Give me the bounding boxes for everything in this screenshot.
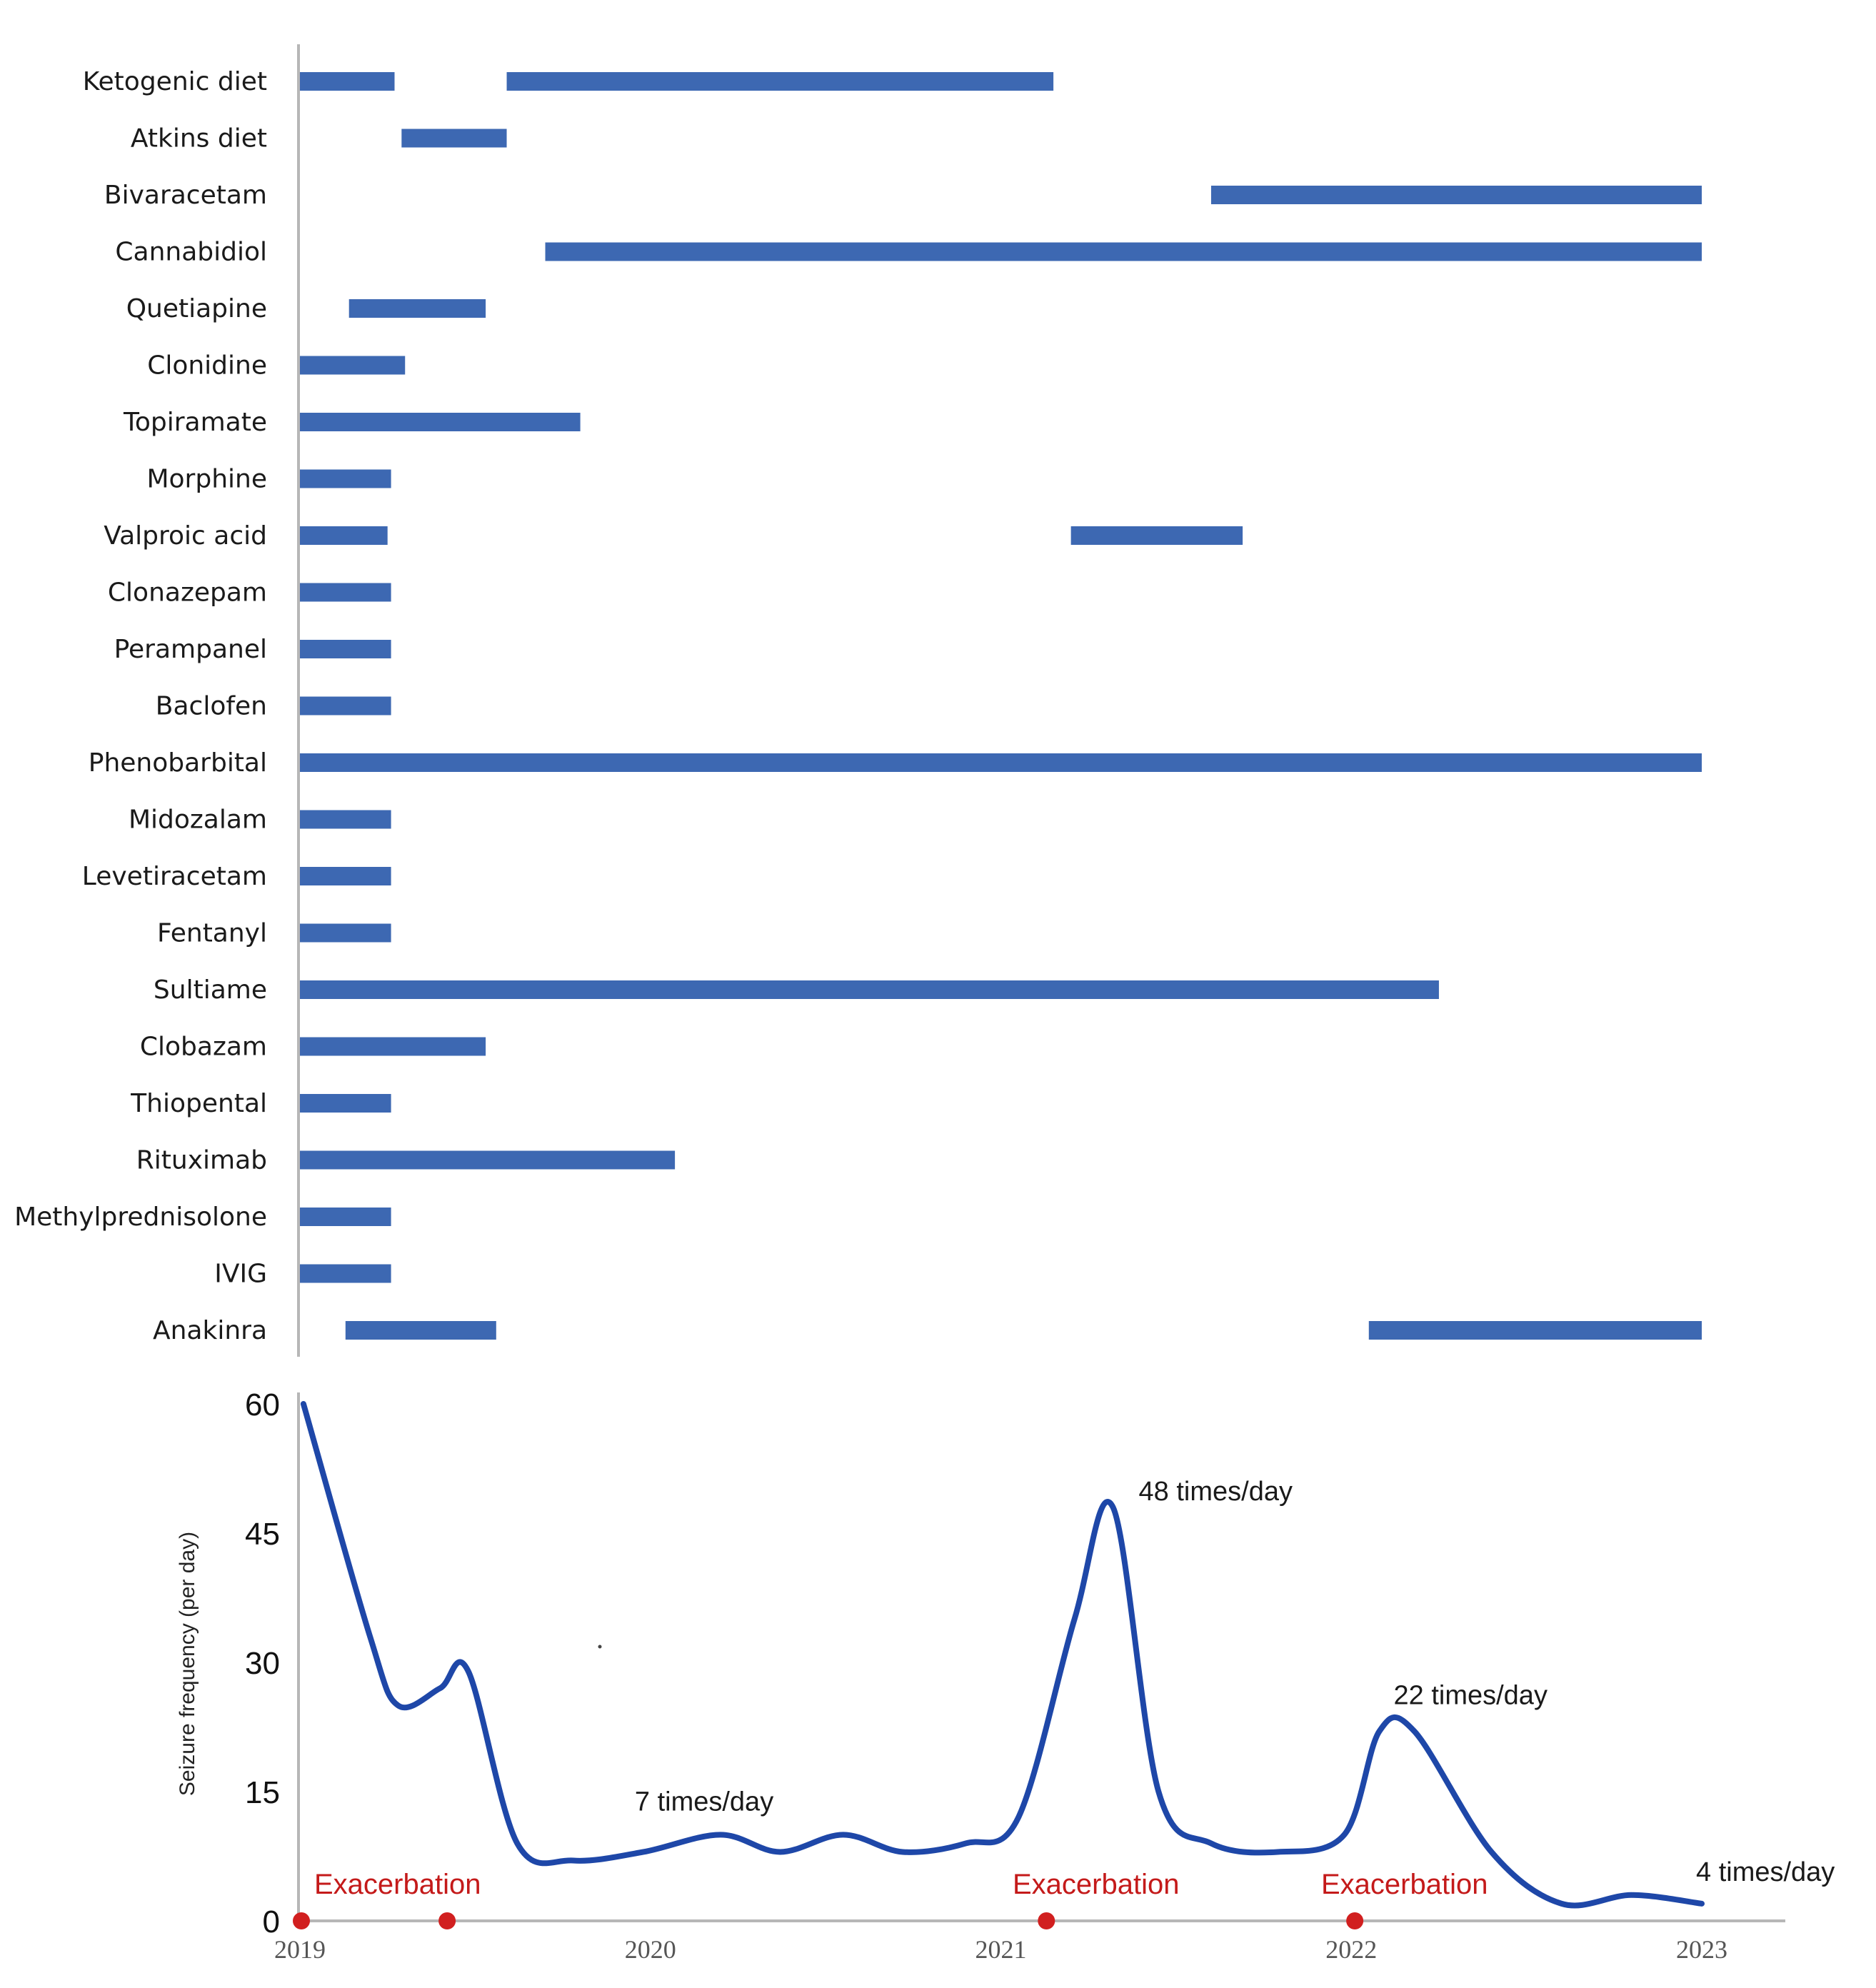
annotation-48-times-day: 48 times/day bbox=[1139, 1477, 1293, 1507]
drug-label-baclofen: Baclofen bbox=[156, 692, 267, 721]
drug-label-ketogenic-diet: Ketogenic diet bbox=[83, 67, 267, 96]
drug-label-anakinra: Anakinra bbox=[153, 1316, 267, 1345]
drug-label-clonazepam: Clonazepam bbox=[108, 578, 267, 608]
bar-levetiracetam bbox=[300, 867, 391, 885]
drug-label-levetiracetam: Levetiracetam bbox=[82, 862, 267, 891]
drug-label-perampanel: Perampanel bbox=[114, 635, 267, 664]
drug-label-morphine: Morphine bbox=[146, 465, 267, 494]
y-tick-0: 0 bbox=[263, 1904, 280, 1939]
bar-topiramate bbox=[300, 413, 581, 431]
exacerbation-marker-3 bbox=[1038, 1912, 1055, 1929]
exacerbation-label-1: Exacerbation bbox=[314, 1869, 481, 1900]
bar-clonazepam bbox=[300, 583, 391, 602]
bar-fentanyl bbox=[300, 923, 391, 943]
drug-label-topiramate: Topiramate bbox=[123, 408, 267, 437]
drug-label-clonidine: Clonidine bbox=[147, 351, 267, 381]
drug-label-cannabidiol: Cannabidiol bbox=[115, 238, 267, 267]
drug-label-phenobarbital: Phenobarbital bbox=[89, 748, 267, 778]
x-tick-2021: 2021 bbox=[975, 1935, 1027, 1964]
exacerbation-events: Exacerbation Exacerbation Exacerbation bbox=[293, 1869, 1488, 1929]
annotation-22-times-day: 22 times/day bbox=[1394, 1681, 1548, 1711]
seizure-line-chart: Seizure frequency (per day) 0 15 30 45 60 20… bbox=[176, 1387, 1835, 1964]
drug-label-fentanyl: Fentanyl bbox=[157, 919, 267, 948]
bar-ketogenic-diet-1 bbox=[300, 72, 395, 91]
drug-label-clobazam: Clobazam bbox=[140, 1033, 267, 1062]
annotation-7-times-day: 7 times/day bbox=[635, 1787, 773, 1817]
y-tick-labels: 0 15 30 45 60 bbox=[245, 1387, 280, 1939]
drug-label-midozalam: Midozalam bbox=[129, 805, 267, 835]
bar-valproic-acid-1 bbox=[300, 526, 388, 545]
bar-rituximab bbox=[300, 1150, 676, 1170]
treatment-bars bbox=[300, 72, 1702, 1340]
bar-cannabidiol bbox=[545, 242, 1702, 261]
y-tick-15: 15 bbox=[245, 1775, 280, 1810]
bar-ketogenic-diet-2 bbox=[506, 72, 1054, 91]
gantt-chart: Ketogenic diet Atkins diet Bivaracetam Cann… bbox=[14, 44, 1702, 1357]
exacerbation-marker-1 bbox=[293, 1912, 310, 1929]
drug-label-sultiame: Sultiame bbox=[154, 975, 267, 1005]
bar-thiopental bbox=[300, 1094, 391, 1113]
bar-clobazam bbox=[300, 1037, 486, 1056]
drug-label-valproic-acid: Valproic acid bbox=[104, 521, 267, 551]
y-tick-30: 30 bbox=[245, 1646, 280, 1681]
drug-label-ivig: IVIG bbox=[214, 1260, 267, 1289]
drug-label-atkins-diet: Atkins diet bbox=[131, 124, 267, 154]
x-tick-2022: 2022 bbox=[1325, 1935, 1377, 1964]
drug-label-bivaracetam: Bivaracetam bbox=[104, 181, 267, 210]
bar-anakinra-1 bbox=[345, 1321, 496, 1340]
bar-midozalam bbox=[300, 810, 391, 829]
seizure-frequency-line bbox=[300, 1401, 1705, 1909]
frequency-annotations: 7 times/day 48 times/day 22 times/day 4 tim… bbox=[635, 1477, 1835, 1887]
bar-valproic-acid-2 bbox=[1070, 526, 1243, 545]
seizure-series bbox=[300, 1401, 1705, 1909]
bar-perampanel bbox=[300, 640, 391, 658]
y-tick-45: 45 bbox=[245, 1517, 280, 1552]
drug-labels: Ketogenic diet Atkins diet Bivaracetam Cann… bbox=[14, 67, 267, 1345]
x-tick-2019: 2019 bbox=[274, 1935, 326, 1964]
bar-phenobarbital bbox=[300, 753, 1702, 772]
bar-ivig bbox=[300, 1264, 391, 1283]
drug-label-quetiapine: Quetiapine bbox=[126, 294, 267, 323]
bar-quetiapine bbox=[348, 299, 486, 318]
drug-label-rituximab: Rituximab bbox=[136, 1146, 267, 1175]
x-tick-labels: 2019 2020 2021 2022 2023 bbox=[274, 1935, 1727, 1964]
drug-label-thiopental: Thiopental bbox=[130, 1089, 267, 1118]
bar-sultiame bbox=[300, 980, 1439, 999]
exacerbation-marker-2 bbox=[438, 1912, 456, 1929]
bar-atkins-diet bbox=[401, 129, 507, 148]
y-axis-label: Seizure frequency (per day) bbox=[176, 1532, 199, 1796]
bar-anakinra-2 bbox=[1368, 1321, 1702, 1340]
bar-morphine bbox=[300, 469, 391, 488]
stray-mark bbox=[598, 1645, 602, 1649]
bar-clonidine bbox=[300, 356, 406, 375]
exacerbation-label-4: Exacerbation bbox=[1321, 1869, 1488, 1900]
bar-bivaracetam bbox=[1210, 186, 1702, 204]
exacerbation-marker-4 bbox=[1346, 1912, 1364, 1929]
exacerbation-label-3: Exacerbation bbox=[1013, 1869, 1179, 1900]
x-tick-2020: 2020 bbox=[625, 1935, 676, 1964]
bar-baclofen bbox=[300, 696, 391, 716]
annotation-4-times-day: 4 times/day bbox=[1696, 1857, 1835, 1887]
y-tick-60: 60 bbox=[245, 1387, 280, 1422]
x-tick-2023: 2023 bbox=[1676, 1935, 1727, 1964]
drug-label-methylprednisolone: Methylprednisolone bbox=[14, 1203, 267, 1232]
bar-methylprednisolone bbox=[300, 1208, 391, 1226]
